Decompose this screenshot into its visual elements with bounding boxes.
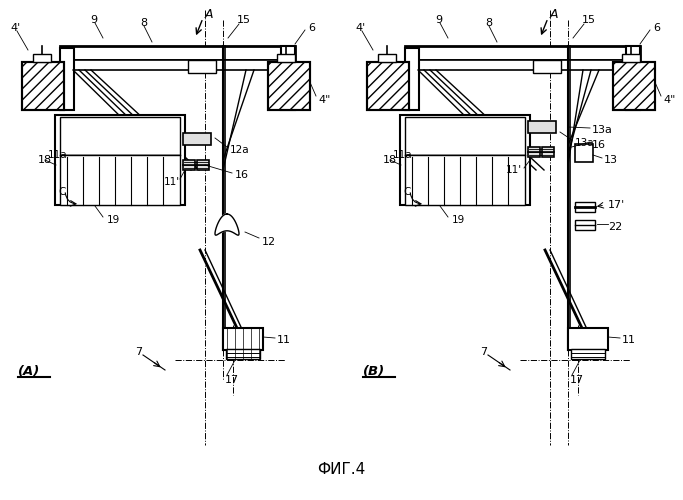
Bar: [226, 349, 260, 359]
Bar: [70, 60, 285, 70]
Bar: [277, 54, 295, 62]
Text: 19: 19: [452, 215, 465, 225]
Bar: [223, 328, 263, 350]
Bar: [528, 121, 556, 133]
Bar: [367, 62, 409, 110]
Bar: [22, 62, 64, 110]
Text: A: A: [205, 8, 214, 22]
Text: 19: 19: [107, 215, 120, 225]
Bar: [613, 62, 655, 110]
Bar: [281, 46, 295, 110]
Bar: [575, 202, 595, 212]
Text: 8: 8: [485, 18, 492, 28]
Polygon shape: [215, 214, 239, 235]
Bar: [568, 328, 608, 350]
Text: 4": 4": [663, 95, 675, 105]
Bar: [60, 117, 180, 155]
Text: 11a: 11a: [393, 150, 413, 160]
Text: 7: 7: [480, 347, 487, 357]
Text: 15: 15: [582, 15, 596, 25]
Text: 17: 17: [570, 375, 584, 385]
Text: 15: 15: [237, 15, 251, 25]
Bar: [188, 60, 216, 73]
Bar: [367, 62, 409, 110]
Text: 17': 17': [608, 200, 625, 210]
Bar: [533, 60, 561, 73]
Text: 12: 12: [262, 237, 276, 247]
Bar: [405, 48, 419, 110]
Bar: [60, 48, 74, 110]
Bar: [197, 160, 209, 170]
Bar: [626, 46, 640, 110]
Text: 18: 18: [38, 155, 52, 165]
Bar: [60, 155, 180, 205]
Bar: [405, 155, 525, 205]
Bar: [55, 115, 185, 205]
Text: ФИГ.4: ФИГ.4: [317, 462, 365, 477]
Text: 13a: 13a: [575, 138, 595, 148]
Text: 11: 11: [277, 335, 291, 345]
Text: 13a: 13a: [592, 125, 613, 135]
Bar: [542, 147, 554, 157]
Bar: [183, 160, 195, 170]
Bar: [268, 62, 310, 110]
Text: 12a: 12a: [230, 145, 249, 155]
Text: 18: 18: [383, 155, 397, 165]
Text: (A): (A): [18, 366, 40, 378]
Bar: [571, 349, 605, 359]
Bar: [268, 62, 310, 110]
Text: C: C: [58, 187, 66, 197]
Bar: [22, 62, 64, 110]
Bar: [400, 115, 530, 205]
Text: 7: 7: [135, 347, 142, 357]
Bar: [415, 60, 630, 70]
Bar: [183, 133, 211, 145]
Text: 4': 4': [10, 23, 20, 33]
Text: 9: 9: [435, 15, 442, 25]
Bar: [613, 62, 655, 110]
Text: A: A: [550, 8, 559, 22]
Text: 22: 22: [608, 222, 622, 232]
Text: 6: 6: [308, 23, 315, 33]
Text: 4': 4': [355, 23, 365, 33]
Text: 4": 4": [318, 95, 331, 105]
Bar: [405, 117, 525, 155]
Bar: [60, 46, 295, 60]
Text: 16: 16: [592, 140, 606, 150]
Bar: [378, 54, 396, 62]
Text: 6: 6: [653, 23, 660, 33]
Bar: [575, 144, 593, 162]
Text: 11': 11': [506, 165, 522, 175]
Text: 17: 17: [225, 375, 239, 385]
Text: 13: 13: [604, 155, 618, 165]
Bar: [622, 54, 640, 62]
Bar: [33, 54, 51, 62]
Text: 16: 16: [235, 170, 249, 180]
Text: C: C: [403, 187, 410, 197]
Bar: [528, 147, 540, 157]
Text: 11a: 11a: [48, 150, 68, 160]
Text: 11': 11': [164, 177, 180, 187]
Text: 9: 9: [90, 15, 97, 25]
Text: 8: 8: [140, 18, 147, 28]
Bar: [575, 220, 595, 230]
Text: (B): (B): [363, 366, 385, 378]
Text: 11: 11: [622, 335, 636, 345]
Bar: [405, 46, 640, 60]
